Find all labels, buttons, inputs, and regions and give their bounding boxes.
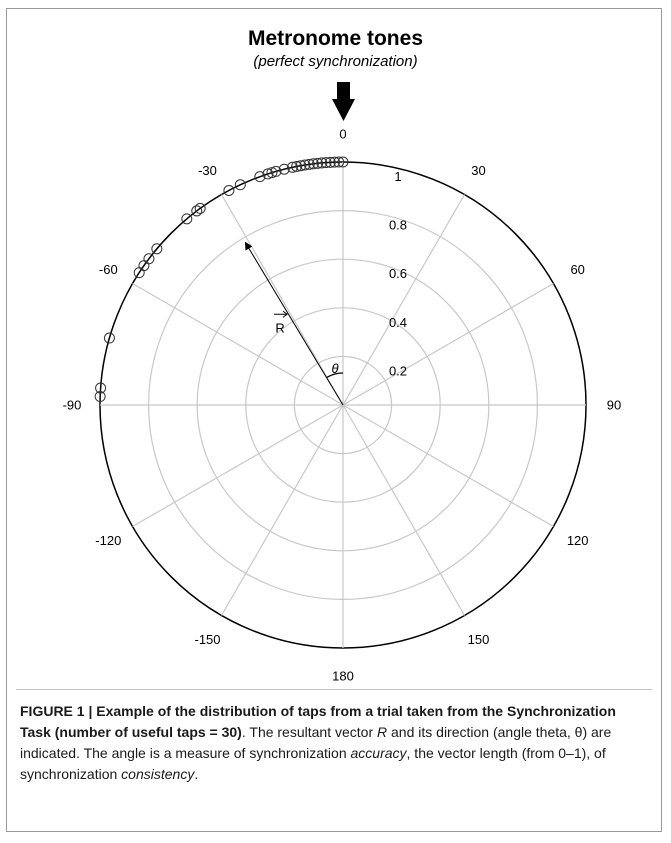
angle-label-30: 30 bbox=[471, 163, 485, 178]
angular-gridline-150 bbox=[342, 404, 466, 616]
tap-marker bbox=[133, 267, 145, 279]
caption-vector-symbol: R bbox=[377, 724, 388, 740]
tap-marker bbox=[299, 159, 311, 171]
vector-bar-arrow-icon bbox=[282, 310, 288, 318]
tap-marker bbox=[278, 163, 290, 175]
angle-label-0: 0 bbox=[339, 127, 346, 142]
tap-marker bbox=[262, 168, 274, 180]
caption-text-2: and its direction (angle theta, θ) are i… bbox=[20, 724, 612, 761]
polar-grid bbox=[99, 161, 587, 649]
angle-label--60: -60 bbox=[99, 262, 118, 277]
angle-label-180: 180 bbox=[332, 669, 354, 684]
tap-marker bbox=[312, 157, 324, 169]
angle-label--150: -150 bbox=[194, 632, 220, 647]
tap-marker bbox=[95, 382, 107, 394]
angular-gridline--30 bbox=[220, 194, 344, 406]
tap-marker bbox=[103, 332, 115, 344]
angular-gridline--120 bbox=[132, 404, 344, 528]
caption-text-4: . bbox=[194, 766, 199, 782]
radial-label-0.8: 0.8 bbox=[389, 218, 407, 233]
tap-marker bbox=[316, 157, 328, 169]
tap-marker bbox=[254, 171, 266, 183]
theta-label: θ bbox=[331, 361, 338, 376]
chart-title: Metronome tones bbox=[247, 27, 423, 50]
caption-text-3: , the vector length (from 0–1), of synch… bbox=[20, 745, 606, 782]
tap-marker bbox=[291, 160, 303, 172]
tap-marker bbox=[307, 158, 319, 170]
angle-label-120: 120 bbox=[567, 533, 589, 548]
angle-label--30: -30 bbox=[198, 163, 217, 178]
caption-accuracy: accuracy bbox=[350, 745, 407, 761]
tap-marker bbox=[337, 156, 349, 168]
resultant-vector-line bbox=[244, 241, 344, 406]
tap-marker bbox=[194, 202, 206, 214]
angle-label-90: 90 bbox=[607, 398, 621, 413]
resultant-vector: Rθ bbox=[244, 241, 344, 406]
tap-marker bbox=[333, 156, 345, 168]
tap-markers bbox=[94, 156, 349, 403]
radial-tick-labels: 0.2 0.4 0.6 0.8 1 bbox=[389, 169, 407, 378]
caption-separator bbox=[16, 689, 652, 690]
angular-gridline--60 bbox=[132, 282, 344, 406]
tap-marker bbox=[234, 179, 246, 191]
radial-label-0.2: 0.2 bbox=[389, 363, 407, 378]
angle-label-150: 150 bbox=[468, 632, 490, 647]
figure-label: FIGURE 1 | Example of the distribution o… bbox=[20, 703, 616, 740]
angular-gridline--150 bbox=[220, 404, 344, 616]
tap-marker bbox=[151, 243, 163, 255]
tap-marker bbox=[94, 391, 106, 403]
vector-label: R bbox=[275, 320, 284, 335]
angular-gridline-60 bbox=[342, 282, 554, 406]
tap-marker bbox=[181, 213, 193, 225]
radial-label-0.4: 0.4 bbox=[389, 315, 407, 330]
figure-frame bbox=[6, 8, 662, 832]
angular-gridline-120 bbox=[342, 404, 554, 528]
figure-caption: FIGURE 1 | Example of the distribution o… bbox=[20, 701, 650, 785]
tap-marker bbox=[191, 205, 203, 217]
tap-marker bbox=[320, 157, 332, 169]
chart-subtitle: (perfect synchronization) bbox=[253, 53, 418, 70]
metronome-arrow-icon bbox=[332, 82, 355, 121]
theta-arc bbox=[326, 372, 344, 379]
caption-consistency: consistency bbox=[121, 766, 195, 782]
tap-marker bbox=[270, 165, 282, 177]
tap-marker bbox=[324, 156, 336, 168]
angle-label-60: 60 bbox=[570, 262, 584, 277]
tap-marker bbox=[223, 184, 235, 196]
angle-tick-labels: 0 30 60 90 120 150 180 -150 -120 -90 -60 -30 bbox=[63, 127, 622, 684]
caption-text-1: . The resultant vector bbox=[241, 724, 377, 740]
polar-chart: 0 30 60 90 120 150 180 -150 -120 -90 -60 -30 0.2 0.4… bbox=[63, 82, 622, 684]
angle-label--90: -90 bbox=[63, 398, 82, 413]
radial-label-1: 1 bbox=[394, 169, 401, 184]
radial-label-0.6: 0.6 bbox=[389, 266, 407, 281]
tap-marker bbox=[286, 161, 298, 173]
angle-label--120: -120 bbox=[95, 533, 121, 548]
angular-gridline-30 bbox=[342, 194, 466, 406]
tap-marker bbox=[329, 156, 341, 168]
tap-marker bbox=[295, 160, 307, 172]
tap-marker bbox=[303, 158, 315, 170]
